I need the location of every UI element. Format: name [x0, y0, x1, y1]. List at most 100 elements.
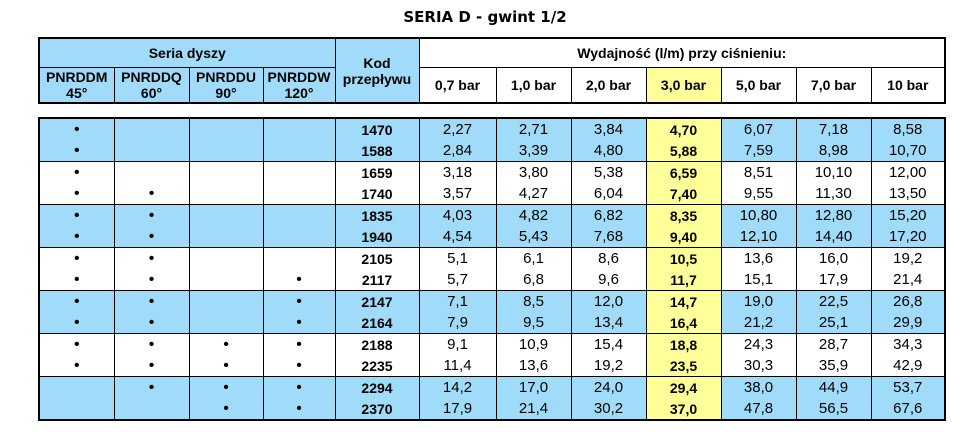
- flow-cell: 12,00: [870, 161, 946, 183]
- flow-cell: 13,6: [495, 355, 572, 377]
- series-mark-cell: [188, 140, 264, 162]
- flow-cell: 53,7: [870, 376, 946, 398]
- series-mark-cell: •: [113, 290, 190, 312]
- series-mark-cell: [262, 204, 336, 226]
- dot-icon: •: [148, 270, 155, 288]
- flow-cell: 6,59: [645, 161, 722, 183]
- flow-cell: 3,57: [418, 183, 497, 205]
- flow-cell: 19,0: [720, 290, 797, 312]
- dot-icon: •: [296, 378, 302, 396]
- flow-cell: 2,27: [418, 118, 497, 140]
- table-row: • • 1740 3,57 4,27 6,04 7,40 9,55 11,30 13,50: [38, 183, 946, 205]
- flow-cell: 11,7: [645, 269, 722, 291]
- flow-cell: 10,10: [795, 161, 872, 183]
- series-mark-cell: •: [188, 355, 264, 377]
- series-mark-cell: [188, 312, 264, 334]
- flow-cell: 44,9: [795, 376, 872, 398]
- dot-icon: •: [73, 120, 80, 138]
- dot-icon: •: [296, 335, 302, 353]
- dot-icon: •: [73, 335, 80, 353]
- flow-cell: 15,1: [720, 269, 797, 291]
- flow-cell: 37,0: [645, 398, 722, 420]
- dot-icon: •: [73, 184, 80, 202]
- flow-group-header: Wydajność (l/m) przy ciśnieniu:: [418, 37, 946, 68]
- table-row: • • 2105 5,1 6,1 8,6 10,5 13,6 16,0 19,2: [38, 247, 946, 269]
- table-row: • 1659 3,18 3,80 5,38 6,59 8,51 10,10 12,00: [38, 161, 946, 183]
- flow-cell: 4,80: [570, 140, 647, 162]
- flow-cell: 7,59: [720, 140, 797, 162]
- dot-icon: •: [223, 378, 229, 396]
- series-mark-cell: •: [113, 376, 190, 398]
- series-mark-cell: •: [113, 247, 190, 269]
- flow-cell: 5,38: [570, 161, 647, 183]
- pressure-header: 5,0 bar: [720, 67, 797, 104]
- series-header-pnrddm: PNRDDM 45°: [38, 67, 115, 104]
- table-row: • 1470 2,27 2,71 3,84 4,70 6,07 7,18 8,58: [38, 118, 946, 140]
- flow-cell: 56,5: [795, 398, 872, 420]
- series-mark-cell: [113, 140, 190, 162]
- series-mark-cell: [188, 290, 264, 312]
- series-mark-cell: •: [262, 376, 336, 398]
- flow-cell: 28,7: [795, 333, 872, 355]
- flow-cell: 14,40: [795, 226, 872, 248]
- kod-header-line1: Kod: [363, 54, 391, 71]
- flow-cell: 13,4: [570, 312, 647, 334]
- series-mark-cell: •: [38, 183, 115, 205]
- series-name: PNRDDW: [267, 69, 331, 85]
- table-row: • • 1835 4,03 4,82 6,82 8,35 10,80 12,80 15,20: [38, 204, 946, 226]
- series-mark-cell: [38, 398, 115, 420]
- flow-cell: 9,40: [645, 226, 722, 248]
- series-mark-cell: [113, 161, 190, 183]
- series-mark-cell: [113, 398, 190, 420]
- flow-cell: 67,6: [870, 398, 946, 420]
- kod-cell: 2164: [334, 312, 420, 334]
- dot-icon: •: [148, 227, 155, 245]
- dot-icon: •: [223, 399, 229, 417]
- flow-cell: 6,1: [495, 247, 572, 269]
- pressure-header: 0,7 bar: [418, 67, 497, 104]
- flow-cell: 15,4: [570, 333, 647, 355]
- series-header-pnrddw: PNRDDW 120°: [262, 67, 336, 104]
- flow-cell: 9,5: [495, 312, 572, 334]
- series-group-header: Seria dyszy: [38, 37, 336, 68]
- flow-cell: 8,58: [870, 118, 946, 140]
- series-mark-cell: •: [188, 398, 264, 420]
- dot-icon: •: [73, 141, 80, 159]
- series-mark-cell: •: [262, 290, 336, 312]
- kod-cell: 2235: [334, 355, 420, 377]
- flow-cell: 8,98: [795, 140, 872, 162]
- flow-cell: 18,8: [645, 333, 722, 355]
- flow-cell: 12,0: [570, 290, 647, 312]
- flow-cell: 47,8: [720, 398, 797, 420]
- page-title: SERIA D - gwint 1/2: [403, 8, 567, 26]
- flow-cell: 6,8: [495, 269, 572, 291]
- flow-cell: 4,70: [645, 118, 722, 140]
- flow-cell: 2,71: [495, 118, 572, 140]
- flow-cell: 23,5: [645, 355, 722, 377]
- dot-icon: •: [296, 399, 302, 417]
- kod-cell: 2370: [334, 398, 420, 420]
- flow-cell: 8,5: [495, 290, 572, 312]
- pressure-header: 1,0 bar: [495, 67, 572, 104]
- flow-cell: 16,4: [645, 312, 722, 334]
- series-mark-cell: •: [262, 312, 336, 334]
- dot-icon: •: [148, 356, 155, 374]
- series-mark-cell: •: [38, 355, 115, 377]
- series-mark-cell: •: [38, 333, 115, 355]
- series-mark-cell: [188, 247, 264, 269]
- dot-icon: •: [148, 378, 155, 396]
- kod-cell: 2147: [334, 290, 420, 312]
- flow-cell: 34,3: [870, 333, 946, 355]
- series-name: PNRDDU: [196, 69, 256, 85]
- series-mark-cell: •: [262, 398, 336, 420]
- dot-icon: •: [223, 335, 229, 353]
- series-mark-cell: •: [38, 247, 115, 269]
- series-mark-cell: [188, 161, 264, 183]
- flow-cell: 29,9: [870, 312, 946, 334]
- dot-icon: •: [73, 163, 80, 181]
- flow-cell: 2,84: [418, 140, 497, 162]
- table-row: • • • • 2235 11,4 13,6 19,2 23,5 30,3 35,9 42,9: [38, 355, 946, 377]
- flow-cell: 17,9: [418, 398, 497, 420]
- series-name: PNRDDQ: [121, 69, 182, 85]
- table-header: Seria dyszy Kod przepływu Wydajność (l/m)…: [38, 37, 947, 104]
